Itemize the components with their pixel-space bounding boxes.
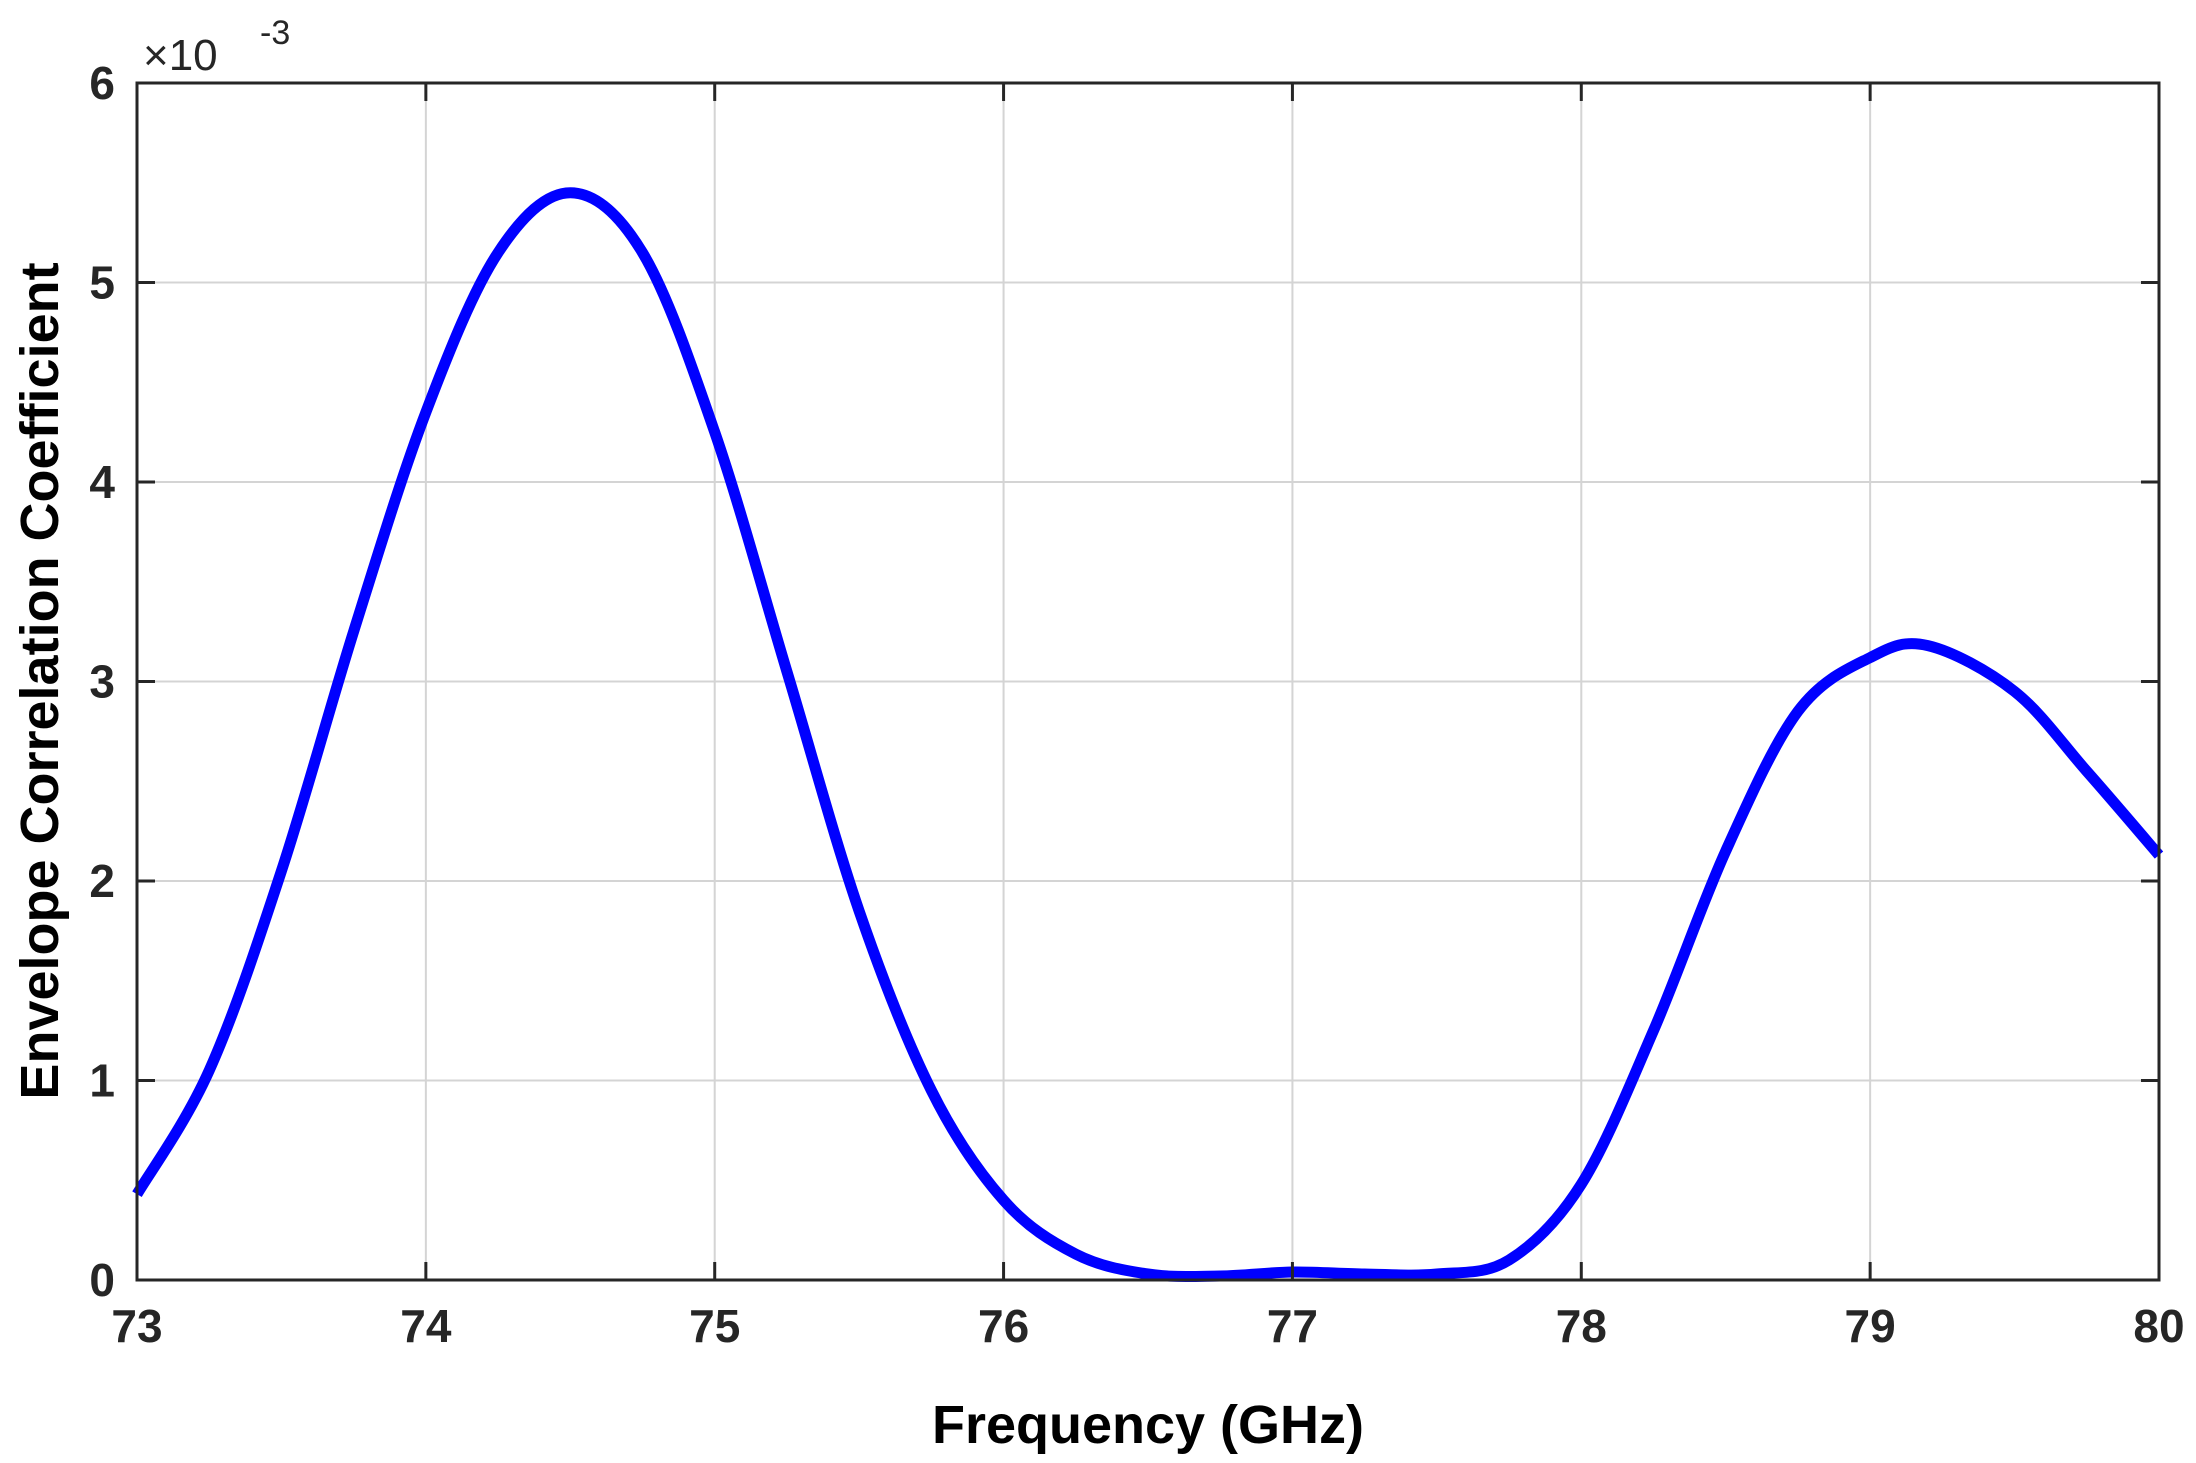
y-tick-label: 4	[89, 456, 115, 508]
x-tick-label: 78	[1556, 1300, 1607, 1352]
x-axis-title: Frequency (GHz)	[932, 1395, 1364, 1455]
y-exponent-base: ×10	[143, 31, 218, 80]
y-tick-labels: 0 1 2 3 4 5 6	[89, 57, 115, 1306]
tick-marks	[135, 81, 2161, 1282]
x-tick-label: 73	[111, 1300, 162, 1352]
y-exponent-power: -3	[260, 14, 290, 52]
x-tick-labels: 73 74 75 76 77 78 79 80	[111, 1300, 2184, 1352]
ecc-series-line	[132, 187, 2164, 1283]
x-tick-label: 77	[1267, 1300, 1318, 1352]
x-tick-label: 74	[400, 1300, 452, 1352]
plot-series	[132, 187, 2164, 1283]
y-exponent-label: ×10 -3	[143, 14, 290, 80]
x-tick-label: 79	[1845, 1300, 1896, 1352]
y-axis-title: Envelope Correlation Coefficient	[10, 262, 70, 1099]
x-tick-label: 80	[2133, 1300, 2184, 1352]
y-tick-label: 1	[89, 1055, 115, 1107]
x-tick-label: 75	[689, 1300, 740, 1352]
y-tick-label: 0	[89, 1254, 115, 1306]
y-tick-label: 3	[89, 656, 115, 708]
x-tick-label: 76	[978, 1300, 1029, 1352]
grid-lines	[137, 83, 2159, 1280]
y-tick-label: 6	[89, 57, 115, 109]
y-tick-label: 5	[89, 257, 115, 309]
y-tick-label: 2	[89, 855, 115, 907]
